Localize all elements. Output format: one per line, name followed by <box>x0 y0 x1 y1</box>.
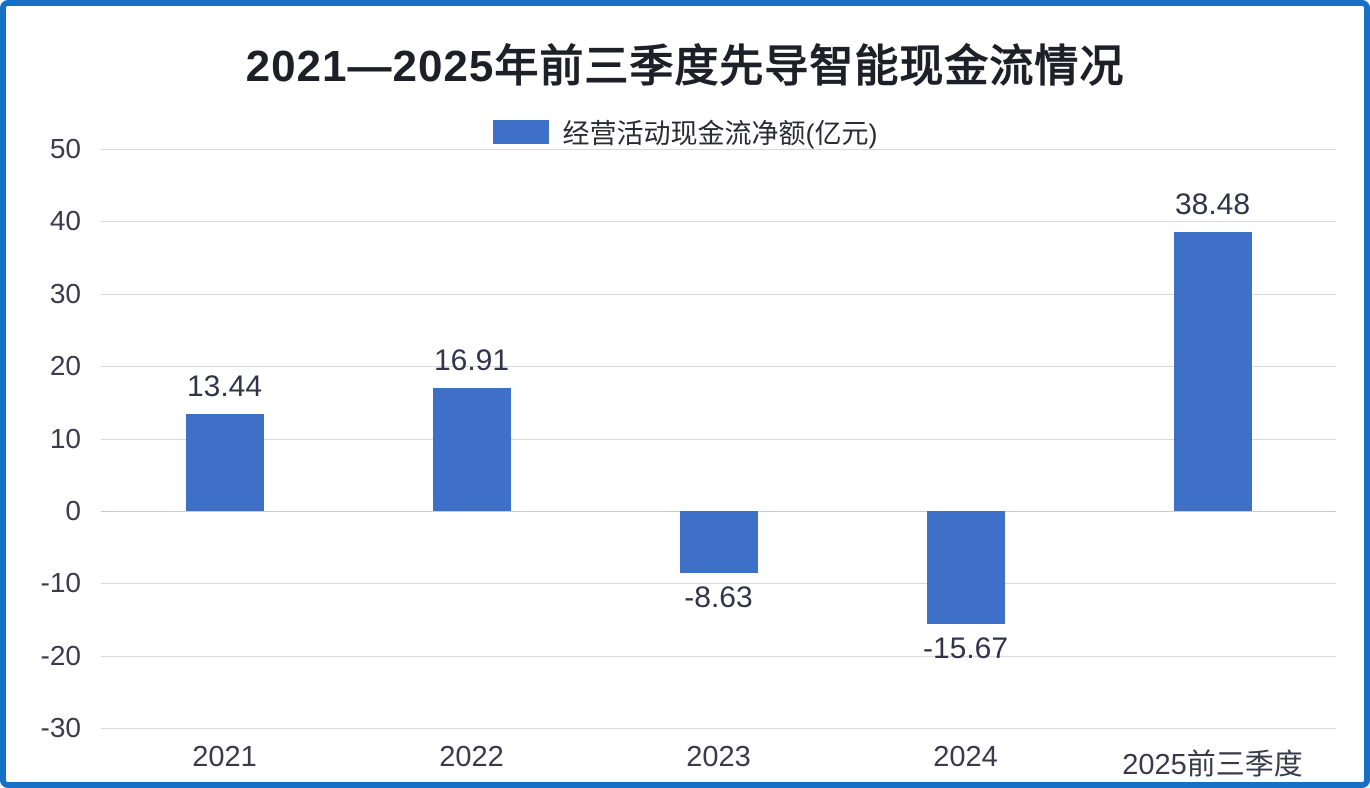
bar-2023 <box>679 510 758 574</box>
chart-title: 2021—2025年前三季度先导智能现金流情况 <box>245 42 1125 91</box>
data-label-2022: 16.91 <box>433 344 510 378</box>
x-axis-tick-label: 2023 <box>686 741 751 773</box>
data-label-2024: -15.67 <box>922 632 1009 666</box>
gridline <box>101 221 1336 223</box>
bar-2021 <box>185 413 264 511</box>
x-axis-tick-label: 2021 <box>192 741 257 773</box>
gridline <box>101 293 1336 295</box>
legend-swatch-icon <box>492 119 549 144</box>
x-axis-tick-label: 2024 <box>933 741 998 773</box>
y-axis-tick-label: 50 <box>49 133 81 164</box>
gridline <box>101 655 1336 657</box>
y-axis-tick-label: 40 <box>49 205 81 237</box>
y-axis-tick-label: 30 <box>49 277 81 309</box>
bar-2022 <box>432 388 511 511</box>
y-axis-tick-label: -30 <box>40 712 81 743</box>
gridline <box>101 728 1336 729</box>
gridline <box>101 583 1336 585</box>
y-axis-tick-label: 0 <box>65 494 81 526</box>
data-label-2021: 13.44 <box>186 369 263 403</box>
y-axis-tick-label: 10 <box>49 422 81 454</box>
gridline <box>101 149 1336 150</box>
bar-2025前三季度 <box>1173 232 1252 511</box>
x-axis-tick-label: 2022 <box>439 741 504 773</box>
gridline <box>101 366 1336 368</box>
gridline <box>101 438 1336 440</box>
y-axis-tick-label: -20 <box>40 639 81 671</box>
y-axis-tick-label: -10 <box>40 567 81 599</box>
x-axis-tick-label: 2025前三季度 <box>1122 749 1303 781</box>
y-axis-tick-label: 20 <box>49 350 81 382</box>
legend-label: 经营活动现金流净额(亿元) <box>562 119 878 149</box>
data-label-2025前三季度: 38.48 <box>1174 188 1251 222</box>
data-label-2023: -8.63 <box>684 581 753 615</box>
plot-area: 50 40 30 20 10 0 -10 -20 -30 13.44 2021 16.91 2022 -8… <box>41 133 1336 781</box>
bar-2024 <box>926 510 1005 625</box>
legend: 经营活动现金流净额(亿元) <box>6 112 1364 151</box>
